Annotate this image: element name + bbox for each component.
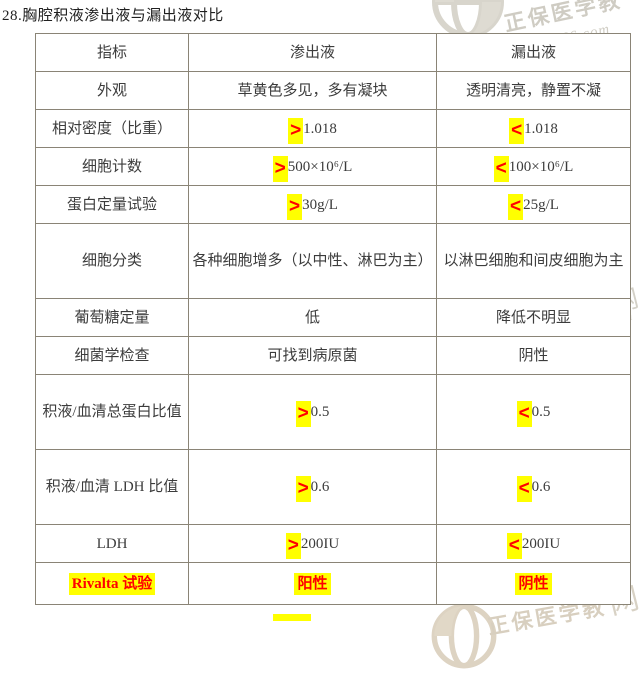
indicator-cell: 蛋白定量试验	[35, 185, 189, 224]
exudate-cell: >0.5	[188, 374, 437, 450]
transudate-cell: <0.5	[436, 374, 631, 450]
cell-text: 500×10⁶/L	[287, 158, 353, 175]
transudate-cell: 透明清亮，静置不凝	[436, 71, 631, 110]
page-title: 28.胸腔积液渗出液与漏出液对比	[2, 8, 224, 24]
cell-text: 1.018	[303, 120, 337, 137]
header-indicator: 指标	[35, 33, 189, 72]
transudate-cell: <25g/L	[436, 185, 631, 224]
exudate-transudate-table: 指标 渗出液 漏出液 外观 草黄色多见，多有凝块 透明清亮，静置不凝相对密度（比重）…	[35, 33, 631, 605]
comparison-operator: <	[493, 155, 509, 182]
cell-text: 细菌学检查	[74, 347, 150, 364]
table-row: LDH >200IU <200IU	[35, 524, 631, 563]
table-row: 细菌学检查 可找到病原菌 阴性	[35, 336, 631, 375]
transudate-cell: 降低不明显	[436, 298, 631, 337]
indicator-cell: 积液/血清总蛋白比值	[35, 374, 189, 450]
cell-text: 200IU	[300, 535, 340, 552]
cell-text: 细胞计数	[81, 158, 142, 175]
exudate-cell: 草黄色多见，多有凝块	[188, 71, 437, 110]
transudate-cell: <0.6	[436, 449, 631, 525]
cell-text: 蛋白定量试验	[66, 196, 157, 213]
exudate-cell: 各种细胞增多（以中性、淋巴为主）	[188, 223, 437, 299]
cell-text: 透明清亮，静置不凝	[465, 82, 601, 99]
cell-text: 100×10⁶/L	[508, 158, 574, 175]
cell-text: 相对密度（比重）	[51, 120, 172, 137]
comparison-operator: <	[516, 401, 532, 427]
cutoff-highlight	[273, 614, 311, 621]
table-row: Rivalta 试验 阳性 阴性	[35, 562, 631, 605]
exudate-cell: >0.6	[188, 449, 437, 525]
cell-text: 阴性	[515, 572, 552, 595]
comparison-operator: >	[288, 117, 304, 144]
exudate-cell: >500×10⁶/L	[188, 147, 437, 186]
cell-text: 降低不明显	[495, 309, 571, 326]
indicator-cell: 细胞计数	[35, 147, 189, 186]
cell-text: 25g/L	[523, 196, 559, 213]
table-header-row: 指标 渗出液 漏出液	[35, 33, 631, 72]
indicator-cell: 葡萄糖定量	[35, 298, 189, 337]
transudate-cell: 以淋巴细胞和间皮细胞为主	[436, 223, 631, 299]
cell-text: 1.018	[524, 120, 558, 137]
comparison-operator: <	[516, 476, 532, 502]
comparison-operator: <	[509, 117, 525, 144]
transudate-cell: <100×10⁶/L	[436, 147, 631, 186]
cell-text: 葡萄糖定量	[74, 309, 150, 326]
table-row: 积液/血清 LDH 比值 >0.6 <0.6	[35, 449, 631, 525]
indicator-cell: 外观	[35, 71, 189, 110]
table-row: 外观 草黄色多见，多有凝块 透明清亮，静置不凝	[35, 71, 631, 110]
table-row: 葡萄糖定量 低 降低不明显	[35, 298, 631, 337]
cell-text: 阳性	[294, 572, 331, 595]
comparison-operator: >	[272, 155, 288, 182]
transudate-cell: 阴性	[436, 562, 631, 605]
cell-text: 可找到病原菌	[267, 347, 358, 364]
comparison-operator: >	[295, 401, 311, 427]
cell-text: 以淋巴细胞和间皮细胞为主	[443, 253, 624, 269]
exudate-cell: >1.018	[188, 109, 437, 148]
table-row: 细胞分类 各种细胞增多（以中性、淋巴为主） 以淋巴细胞和间皮细胞为主	[35, 223, 631, 299]
exudate-cell: >200IU	[188, 524, 437, 563]
indicator-cell: LDH	[35, 524, 189, 563]
exudate-cell: 阳性	[188, 562, 437, 605]
transudate-cell: 阴性	[436, 336, 631, 375]
cell-text: LDH	[96, 535, 128, 552]
cell-text: 200IU	[521, 535, 561, 552]
indicator-cell: 细菌学检查	[35, 336, 189, 375]
transudate-cell: <1.018	[436, 109, 631, 148]
table-row: 相对密度（比重） >1.018 <1.018	[35, 109, 631, 148]
table-row: 积液/血清总蛋白比值 >0.5 <0.5	[35, 374, 631, 450]
cell-text: 草黄色多见，多有凝块	[237, 82, 388, 99]
header-exudate: 渗出液	[188, 33, 437, 72]
comparison-operator: <	[506, 532, 522, 559]
cell-text: 0.6	[310, 479, 330, 495]
indicator-cell: Rivalta 试验	[35, 562, 189, 605]
indicator-cell: 积液/血清 LDH 比值	[35, 449, 189, 525]
comparison-operator: >	[295, 476, 311, 502]
transudate-cell: <200IU	[436, 524, 631, 563]
cell-text: 细胞分类	[81, 253, 142, 269]
comparison-operator: <	[508, 193, 524, 220]
cell-text: 0.5	[531, 404, 551, 420]
cell-text: 外观	[96, 82, 127, 99]
cell-text: Rivalta 试验	[68, 572, 156, 595]
exudate-cell: 低	[188, 298, 437, 337]
comparison-operator: >	[287, 193, 303, 220]
header-transudate: 漏出液	[436, 33, 631, 72]
cell-text: 阴性	[518, 347, 549, 364]
cell-text: 0.5	[310, 404, 330, 420]
exudate-cell: 可找到病原菌	[188, 336, 437, 375]
comparison-operator: >	[285, 532, 301, 559]
cell-text: 各种细胞增多（以中性、淋巴为主）	[192, 253, 433, 269]
exudate-cell: >30g/L	[188, 185, 437, 224]
cell-text: 低	[304, 309, 320, 326]
table-row: 细胞计数 >500×10⁶/L <100×10⁶/L	[35, 147, 631, 186]
cell-text: 0.6	[531, 479, 551, 495]
indicator-cell: 细胞分类	[35, 223, 189, 299]
cell-text: 积液/血清 LDH 比值	[45, 479, 179, 495]
cell-text: 积液/血清总蛋白比值	[42, 404, 182, 420]
cell-text: 30g/L	[302, 196, 338, 213]
table-row: 蛋白定量试验 >30g/L <25g/L	[35, 185, 631, 224]
indicator-cell: 相对密度（比重）	[35, 109, 189, 148]
